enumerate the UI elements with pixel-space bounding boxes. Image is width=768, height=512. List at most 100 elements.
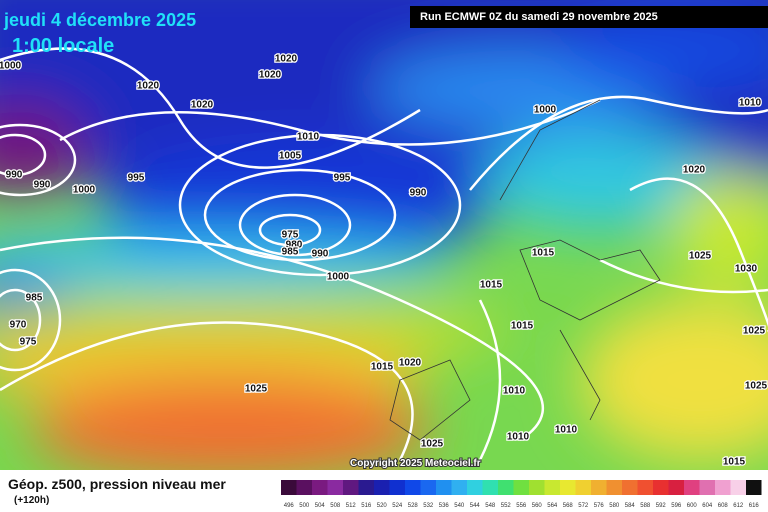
isobar-label: 1005 [279,151,302,162]
legend-swatch [312,480,328,495]
footer-title: Géop. z500, pression niveau mer [8,476,226,492]
legend-swatch [451,480,467,495]
legend-label: 584 [625,503,636,509]
isobar-label: 1020 [259,70,282,81]
legend-swatch [544,480,560,495]
date: jeudi 4 décembre 2025 [3,10,196,30]
legend-swatch [420,480,436,495]
legend-swatch [575,480,591,495]
isobar-label: 1000 [0,61,22,72]
field [0,0,768,470]
legend-label: 576 [594,503,605,509]
copyright: Copyright 2025 Meteociel.fr [350,458,481,469]
legend-label: 504 [315,503,326,509]
isobar-label: 1020 [275,54,298,65]
legend-swatch [653,480,669,495]
legend-swatch [637,480,653,495]
legend-swatch [606,480,622,495]
legend-label: 548 [485,503,496,509]
legend-swatch [374,480,390,495]
isobar-label: 970 [10,320,27,331]
time: 1:00 locale [12,35,114,57]
legend-swatch [560,480,576,495]
isobar-label: 1025 [745,381,768,392]
isobar-label: 990 [34,180,51,191]
legend-swatch [529,480,545,495]
isobar-label: 1010 [739,98,762,109]
isobar-label: 1015 [511,321,534,332]
isobar-label: 1020 [191,100,214,111]
isobar-label: 975 [282,230,299,241]
isobar-label: 1015 [723,457,746,468]
legend-swatch [730,480,746,495]
legend-swatch [498,480,514,495]
legend-label: 532 [423,503,434,509]
legend-swatch [746,480,762,495]
isobars [0,47,768,461]
isobar-label: 1000 [327,272,350,283]
isobar-label: 1000 [534,105,557,116]
legend-label: 516 [361,503,372,509]
legend-label: 540 [454,503,465,509]
isobar-label: 1020 [683,165,706,176]
legend-label: 592 [656,503,667,509]
isobar-label: 975 [20,337,37,348]
isobar-label: 1000 [73,185,96,196]
footer-lead: (+120h) [14,495,49,506]
coastlines [389,99,661,441]
legend-label: 572 [578,503,589,509]
legend-swatch [436,480,452,495]
isobar-label: 1010 [297,132,320,143]
legend-label: 528 [408,503,419,509]
legend-label: 560 [532,503,543,509]
legend-swatch [358,480,374,495]
isobar-label: 1015 [371,362,394,373]
legend-label: 600 [687,503,698,509]
legend-swatch [467,480,483,495]
legend-label: 596 [671,503,682,509]
isobar-label: 1020 [399,358,422,369]
legend-label: 544 [470,503,481,509]
legend-label: 616 [749,503,760,509]
legend-label: 608 [718,503,729,509]
run-box [410,6,768,28]
isobar-label: 1025 [421,439,444,450]
legend-swatch [591,480,607,495]
legend-label: 604 [702,503,713,509]
isobar-label: 1025 [689,251,712,262]
isobar-label: 1010 [503,386,526,397]
isobar-label: 995 [128,173,145,184]
legend-label: 556 [516,503,527,509]
legend-label: 508 [330,503,341,509]
isobar-label: 990 [410,188,427,199]
legend-label: 524 [392,503,403,509]
legend-swatch [684,480,700,495]
legend-swatch [668,480,684,495]
isobar-label: 990 [312,249,329,260]
isobar-label: 1020 [137,81,160,92]
isobar-label: 1015 [532,248,555,259]
legend-swatch [296,480,312,495]
legend-label: 500 [299,503,310,509]
isobar-label: 985 [282,247,299,258]
legend-swatch [622,480,638,495]
legend-label: 588 [640,503,651,509]
legend-label: 568 [563,503,574,509]
legend-label: 496 [284,503,295,509]
isobar-label: 990 [6,170,23,181]
isobar-label: 1025 [245,384,268,395]
legend-swatch [281,480,297,495]
legend-label: 580 [609,503,620,509]
isobar-label: 1015 [480,280,503,291]
isobar-label: 1025 [743,326,766,337]
legend-swatch [327,480,343,495]
isobar-label: 1010 [555,425,578,436]
legend-label: 552 [501,503,512,509]
isobar-label: 985 [26,293,43,304]
legend-swatch [389,480,405,495]
isobar-label: 980 [286,240,303,251]
isobar-label: 1010 [507,432,530,443]
legend-swatch [513,480,529,495]
run-info: Run ECMWF 0Z du samedi 29 novembre 2025 [420,11,658,23]
